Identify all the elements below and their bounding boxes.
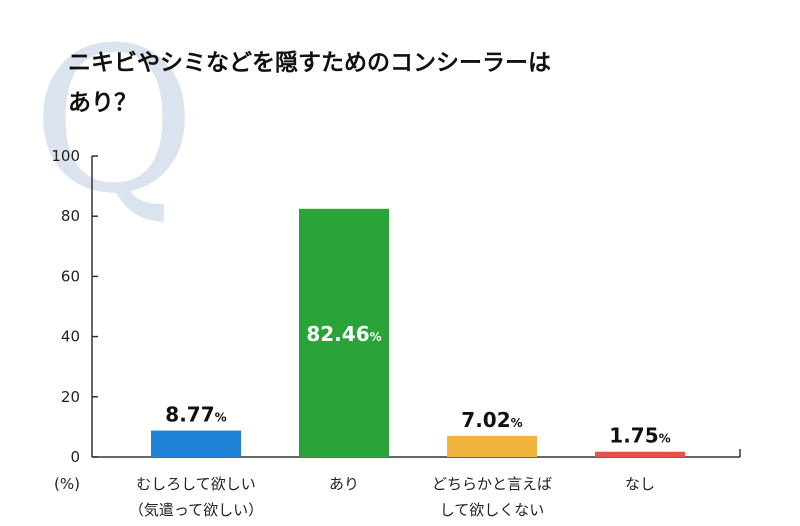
category-label-0-0: むしろして欲しい bbox=[136, 475, 256, 493]
category-label-2-1: して欲しくない bbox=[440, 501, 545, 519]
y-tick-label-40: 40 bbox=[61, 328, 80, 346]
y-tick-label-80: 80 bbox=[61, 207, 80, 225]
category-label-2-0: どちらかと言えば bbox=[432, 475, 552, 493]
bar-0 bbox=[151, 430, 241, 457]
bar-3 bbox=[595, 451, 685, 457]
category-label-1-0: あり bbox=[329, 475, 359, 493]
y-tick-label-100: 100 bbox=[51, 147, 80, 165]
category-label-0-1: （気遣って欲しい） bbox=[129, 501, 263, 519]
data-label-0: 8.77% bbox=[165, 403, 226, 427]
chart-title-line-2: あり？ bbox=[68, 90, 137, 116]
data-label-3: 1.75% bbox=[609, 424, 670, 448]
y-tick-label-20: 20 bbox=[61, 388, 80, 406]
plot-area: 0 20 40 60 80 100 (%) 8.77% むしろして欲しい （気遣って欲しい） 82.… bbox=[51, 147, 741, 519]
y-tick-label-60: 60 bbox=[61, 267, 80, 285]
chart-title-line-1: ニキビやシミなどを隠すためのコンシーラーは bbox=[68, 50, 551, 76]
q-watermark: Q bbox=[32, 5, 196, 238]
data-label-2: 7.02% bbox=[461, 408, 522, 432]
data-label-1: 82.46% bbox=[306, 322, 381, 346]
category-label-3-0: なし bbox=[625, 475, 655, 493]
y-tick-label-0: 0 bbox=[70, 448, 80, 466]
bar-1 bbox=[299, 208, 389, 457]
y-axis-unit-label: (%) bbox=[54, 475, 80, 493]
bar-2 bbox=[447, 435, 537, 457]
